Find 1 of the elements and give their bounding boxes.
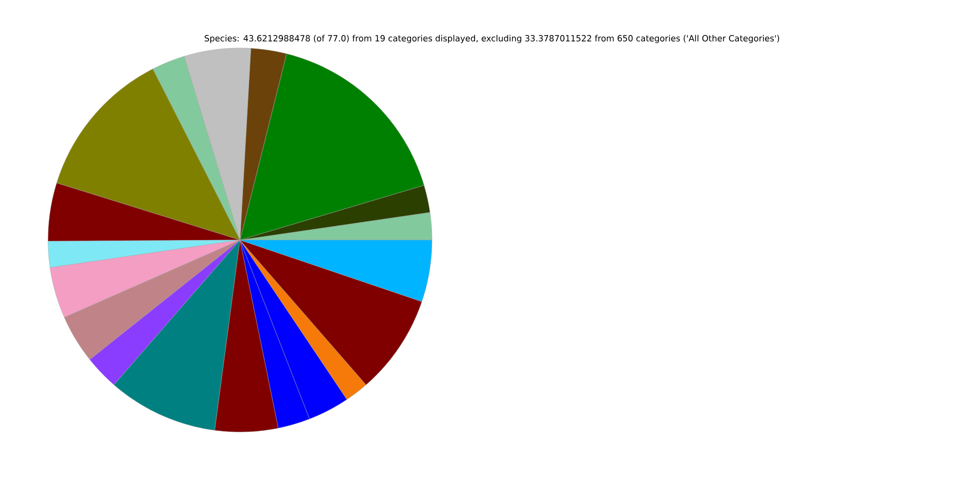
text: Species: 43.6212988478 (of 77.0) from 19 categories displayed, excluding 33.3787011522 from 650 categories ('All Other Categories') — [204, 34, 780, 44]
